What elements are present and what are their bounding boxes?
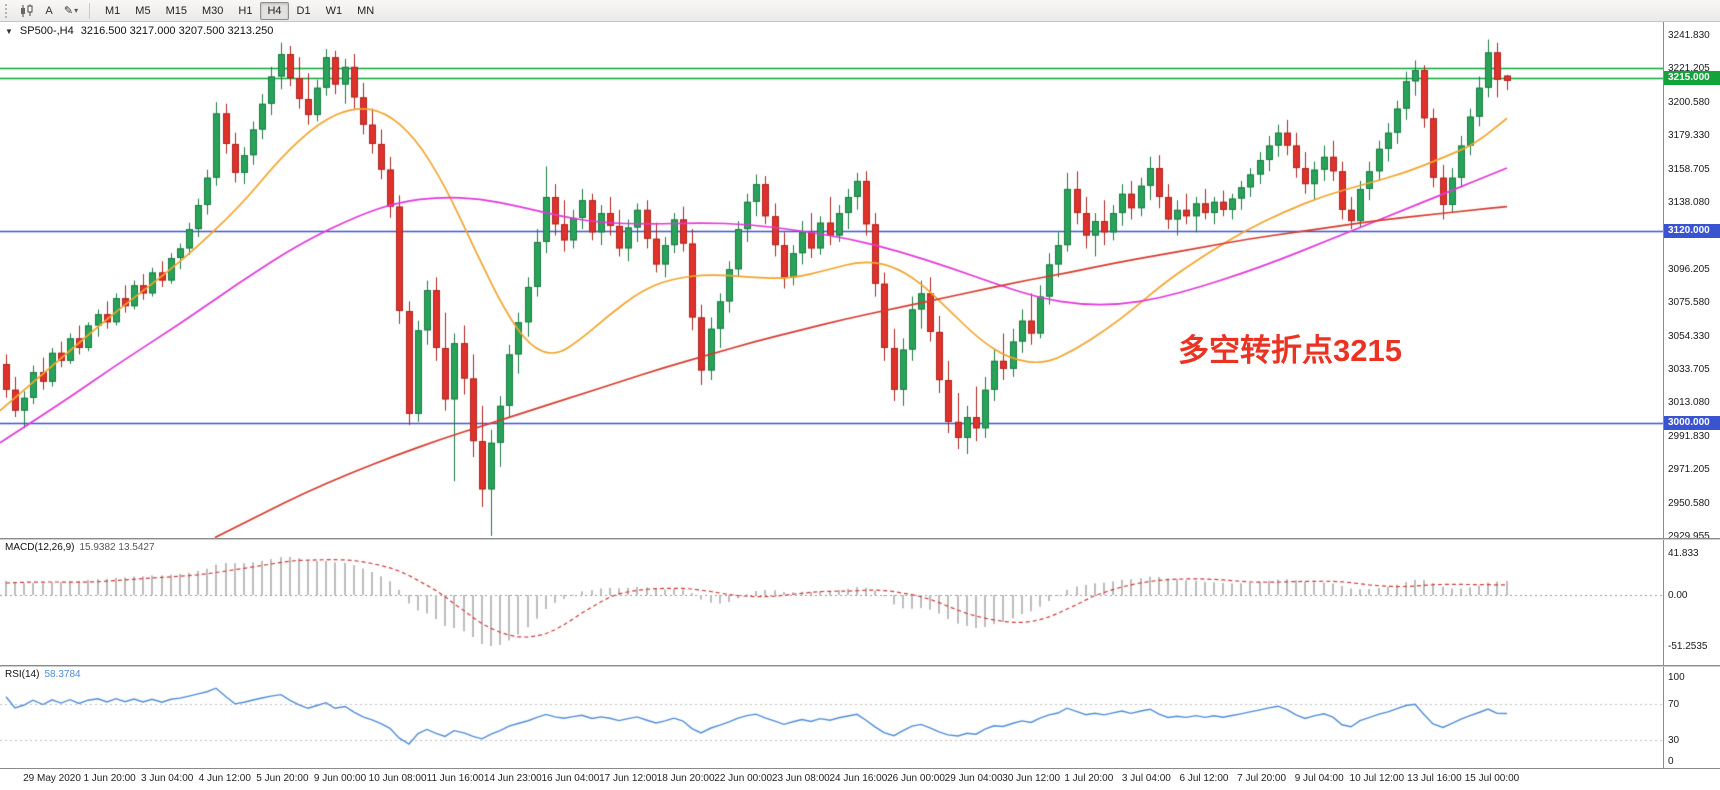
timeframe-m5-button[interactable]: M5 [135, 4, 151, 17]
macd-scale-label: 41.833 [1668, 548, 1699, 560]
time-label: 1 Jul 20:00 [1064, 773, 1114, 784]
toolbar-drag-handle[interactable] [5, 3, 11, 18]
timeframe-h1-button[interactable]: H1 [238, 4, 253, 17]
time-label: 1 Jun 20:00 [83, 773, 136, 784]
price-label: 3033.705 [1668, 364, 1710, 375]
timeframe-w1-button[interactable]: W1 [325, 4, 343, 17]
candlestick-chart-canvas[interactable] [0, 22, 1663, 538]
panel-divider[interactable] [0, 538, 1720, 540]
price-scale[interactable]: 3241.830 3221.205 3200.580 3179.330 3158.705… [1663, 22, 1720, 542]
current-price-tag: 3215.000 [1664, 71, 1720, 86]
price-label: 3075.580 [1668, 297, 1710, 309]
price-label: 3138.080 [1668, 197, 1710, 208]
time-label: 6 Jul 12:00 [1179, 773, 1229, 784]
rsi-scale-label: 0 [1668, 756, 1674, 767]
price-label: 2991.830 [1668, 430, 1710, 442]
timeframe-buttons: M1 M5 M15 M30 H1 H4 D1 W1 MN [98, 1, 381, 20]
time-label: 7 Jul 20:00 [1237, 773, 1287, 784]
timeframe-h4-button[interactable]: H4 [260, 1, 289, 20]
rsi-header: RSI(14) 58.3784 [5, 669, 81, 680]
time-label: 9 Jul 04:00 [1294, 773, 1344, 784]
time-label: 18 Jun 20:00 [656, 773, 715, 784]
time-label: 16 Jun 04:00 [541, 773, 600, 784]
price-chart-panel[interactable]: ▼ SP500-,H4 3216.500 3217.000 3207.500 3… [0, 22, 1663, 538]
macd-header: MACD(12,26,9) 15.9382 13.5427 [5, 542, 155, 553]
time-label: 17 Jun 12:00 [599, 773, 657, 784]
time-label: 3 Jun 04:00 [141, 773, 194, 784]
macd-scale-label: 0.00 [1668, 590, 1688, 601]
rsi-canvas[interactable] [0, 667, 1663, 768]
rsi-panel[interactable]: RSI(14) 58.3784 [0, 667, 1663, 768]
rsi-scale-label: 70 [1668, 699, 1680, 710]
draw-tools-button[interactable]: ✎ ▾ [61, 2, 81, 20]
price-label: 3221.205 [1668, 63, 1710, 75]
time-label: 15 Jul 00:00 [1464, 773, 1520, 784]
hline-3120-tag: 3120.000 [1664, 223, 1720, 238]
text-annotation-button[interactable]: A [45, 4, 53, 17]
price-label: 3158.705 [1668, 163, 1710, 175]
chevron-down-icon: ▾ [74, 6, 79, 15]
time-label: 30 Jun 12:00 [1002, 773, 1061, 784]
time-label: 4 Jun 12:00 [198, 773, 251, 784]
symbol-timeframe-label: SP500-,H4 [19, 25, 74, 37]
price-label: 2971.205 [1668, 464, 1710, 476]
time-label: 29 Jun 04:00 [944, 773, 1003, 784]
price-label: 3200.580 [1668, 96, 1710, 108]
pencil-icon: ✎ [63, 5, 74, 17]
price-label: 3054.330 [1668, 330, 1710, 342]
price-label: 3096.205 [1668, 263, 1710, 275]
macd-panel[interactable]: MACD(12,26,9) 15.9382 13.5427 [0, 540, 1663, 665]
timeframe-mn-button[interactable]: MN [357, 4, 375, 17]
time-label: 14 Jun 23:00 [483, 773, 542, 784]
time-label: 29 May 2020 [23, 773, 81, 784]
time-label: 5 Jun 20:00 [256, 773, 309, 784]
rsi-indicator-name: RSI(14) [5, 669, 40, 680]
rsi-scale[interactable]: 100 70 30 0 [1663, 667, 1720, 768]
price-label: 2950.580 [1668, 497, 1710, 509]
macd-scale[interactable]: 41.833 0.00 -51.2535 [1663, 540, 1720, 665]
macd-indicator-name: MACD(12,26,9) [5, 542, 75, 553]
timeframe-m1-button[interactable]: M1 [105, 4, 121, 17]
ohlc-values: 3216.500 3217.000 3207.500 3213.250 [80, 25, 274, 37]
panel-divider-2[interactable] [0, 665, 1720, 667]
price-label: 2929.955 [1668, 531, 1710, 542]
toolbar-separator [89, 2, 90, 19]
rsi-scale-label: 30 [1668, 735, 1680, 746]
macd-values: 15.9382 13.5427 [79, 542, 155, 553]
time-axis[interactable]: 29 May 2020 1 Jun 20:00 3 Jun 04:00 4 Jun 1… [0, 768, 1720, 790]
time-label: 26 Jun 00:00 [887, 773, 945, 784]
timeframe-d1-button[interactable]: D1 [296, 4, 311, 17]
timeframe-m30-button[interactable]: M30 [201, 4, 224, 17]
time-label: 3 Jul 04:00 [1121, 773, 1171, 784]
time-label: 23 Jun 08:00 [771, 773, 830, 784]
one-click-trading-arrow[interactable]: ▼ [5, 26, 13, 36]
timeframe-m15-button[interactable]: M15 [165, 4, 187, 17]
rsi-scale-label: 100 [1668, 672, 1685, 683]
time-label: 22 Jun 00:00 [714, 773, 773, 784]
chart-header: ▼ SP500-,H4 3216.500 3217.000 3207.500 3… [5, 25, 273, 37]
chart-text-annotation[interactable]: 多空转折点3215 [1178, 333, 1402, 368]
macd-scale-label: -51.2535 [1668, 641, 1708, 653]
time-label: 10 Jun 08:00 [368, 773, 427, 784]
hline-3000-tag: 3000.000 [1664, 416, 1720, 431]
price-label: 3179.330 [1668, 130, 1710, 142]
price-label: 3013.080 [1668, 397, 1710, 409]
time-label: 9 Jun 00:00 [313, 773, 367, 784]
rsi-value: 58.3784 [44, 669, 81, 680]
top-toolbar: A ✎ ▾ M1 M5 M15 M30 H1 H4 D1 W1 MN [0, 0, 1720, 22]
candlestick-chart-button[interactable] [17, 2, 37, 20]
candlestick-icon [21, 4, 33, 17]
time-label: 10 Jul 12:00 [1349, 773, 1405, 784]
time-label: 13 Jul 16:00 [1407, 773, 1462, 784]
macd-canvas[interactable] [0, 540, 1663, 665]
price-label: 3241.830 [1668, 30, 1710, 41]
time-label: 11 Jun 16:00 [426, 773, 484, 784]
time-label: 24 Jun 16:00 [829, 773, 888, 784]
